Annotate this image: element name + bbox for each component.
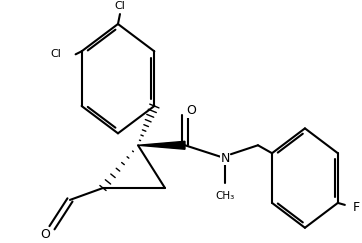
- Text: N: N: [220, 152, 230, 165]
- Text: Cl: Cl: [51, 49, 62, 59]
- Text: Cl: Cl: [114, 1, 125, 11]
- Text: O: O: [186, 104, 196, 117]
- Text: O: O: [40, 228, 50, 241]
- Text: CH₃: CH₃: [215, 191, 235, 201]
- Text: F: F: [353, 201, 360, 214]
- Polygon shape: [138, 141, 185, 149]
